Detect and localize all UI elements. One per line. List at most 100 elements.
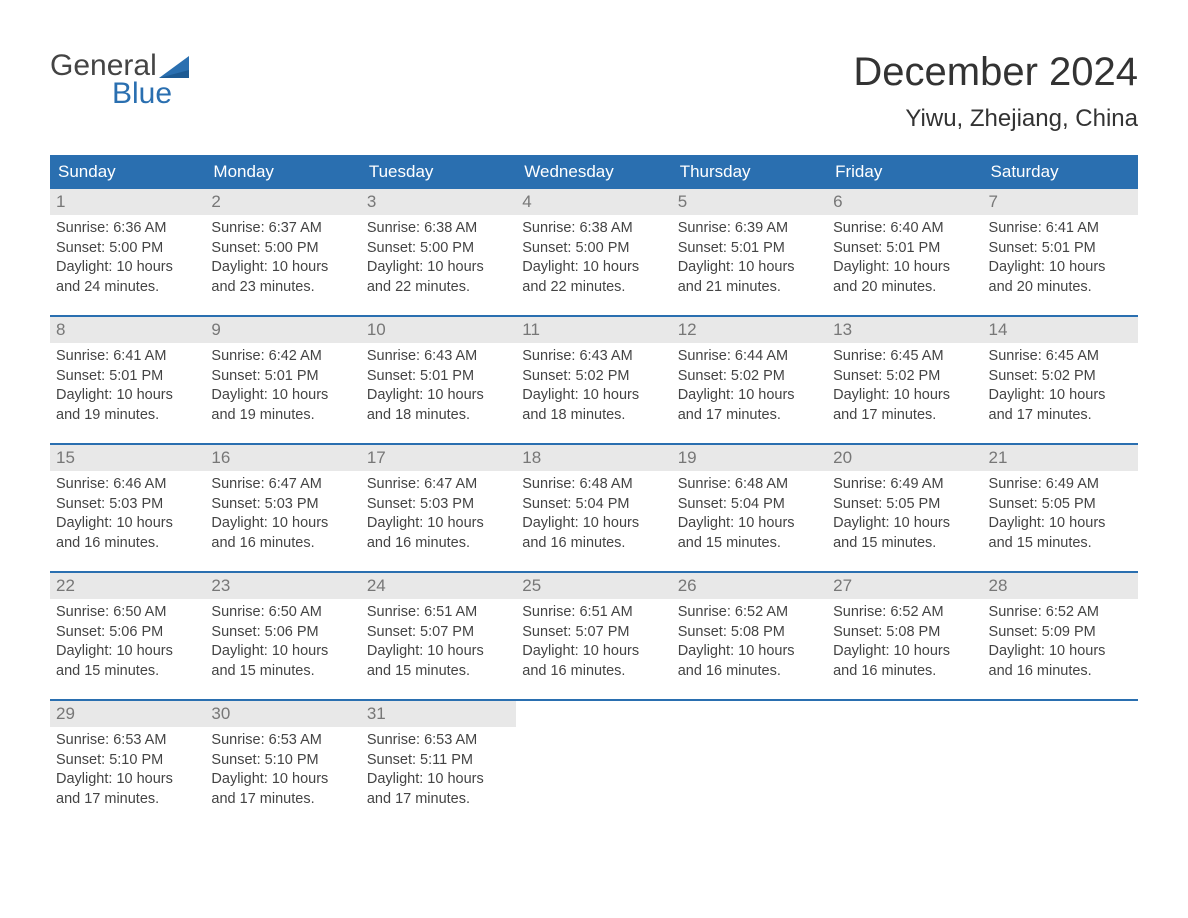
day-body: Sunrise: 6:49 AMSunset: 5:05 PMDaylight:… xyxy=(827,471,982,553)
day-body: Sunrise: 6:51 AMSunset: 5:07 PMDaylight:… xyxy=(516,599,671,681)
week-row: 29Sunrise: 6:53 AMSunset: 5:10 PMDayligh… xyxy=(50,699,1138,827)
day-number: 26 xyxy=(672,573,827,599)
day-body: Sunrise: 6:52 AMSunset: 5:08 PMDaylight:… xyxy=(672,599,827,681)
sunset-line: Sunset: 5:10 PM xyxy=(211,751,354,771)
sunset-line: Sunset: 5:03 PM xyxy=(367,495,510,515)
sunrise-line: Sunrise: 6:36 AM xyxy=(56,219,199,239)
sunset-line: Sunset: 5:00 PM xyxy=(367,239,510,259)
day-number: 10 xyxy=(361,317,516,343)
day-number: 1 xyxy=(50,189,205,215)
day-number: 30 xyxy=(205,701,360,727)
sunset-line: Sunset: 5:08 PM xyxy=(833,623,976,643)
day-cell: 10Sunrise: 6:43 AMSunset: 5:01 PMDayligh… xyxy=(361,317,516,443)
day-cell: 3Sunrise: 6:38 AMSunset: 5:00 PMDaylight… xyxy=(361,189,516,315)
sunset-line: Sunset: 5:00 PM xyxy=(56,239,199,259)
sunrise-line: Sunrise: 6:52 AM xyxy=(989,603,1132,623)
sunrise-line: Sunrise: 6:45 AM xyxy=(833,347,976,367)
sunset-line: Sunset: 5:00 PM xyxy=(522,239,665,259)
daylight-line: Daylight: 10 hours and 16 minutes. xyxy=(367,514,510,553)
daylight-line: Daylight: 10 hours and 20 minutes. xyxy=(833,258,976,297)
title-block: December 2024 Yiwu, Zhejiang, China xyxy=(853,50,1138,133)
weekday-header: Monday xyxy=(205,155,360,189)
day-number: 22 xyxy=(50,573,205,599)
sunset-line: Sunset: 5:03 PM xyxy=(211,495,354,515)
day-body: Sunrise: 6:46 AMSunset: 5:03 PMDaylight:… xyxy=(50,471,205,553)
sunrise-line: Sunrise: 6:37 AM xyxy=(211,219,354,239)
day-body: Sunrise: 6:47 AMSunset: 5:03 PMDaylight:… xyxy=(361,471,516,553)
calendar: SundayMondayTuesdayWednesdayThursdayFrid… xyxy=(50,155,1138,827)
sunset-line: Sunset: 5:06 PM xyxy=(211,623,354,643)
day-body: Sunrise: 6:38 AMSunset: 5:00 PMDaylight:… xyxy=(361,215,516,297)
sunrise-line: Sunrise: 6:48 AM xyxy=(678,475,821,495)
day-number: 28 xyxy=(983,573,1138,599)
day-number: 8 xyxy=(50,317,205,343)
sunset-line: Sunset: 5:03 PM xyxy=(56,495,199,515)
sunrise-line: Sunrise: 6:47 AM xyxy=(367,475,510,495)
sunrise-line: Sunrise: 6:41 AM xyxy=(989,219,1132,239)
sunset-line: Sunset: 5:07 PM xyxy=(522,623,665,643)
day-cell: 26Sunrise: 6:52 AMSunset: 5:08 PMDayligh… xyxy=(672,573,827,699)
month-title: December 2024 xyxy=(853,50,1138,95)
week-row: 15Sunrise: 6:46 AMSunset: 5:03 PMDayligh… xyxy=(50,443,1138,571)
daylight-line: Daylight: 10 hours and 19 minutes. xyxy=(56,386,199,425)
daylight-line: Daylight: 10 hours and 23 minutes. xyxy=(211,258,354,297)
sunrise-line: Sunrise: 6:53 AM xyxy=(211,731,354,751)
day-number: 5 xyxy=(672,189,827,215)
day-cell: 9Sunrise: 6:42 AMSunset: 5:01 PMDaylight… xyxy=(205,317,360,443)
sunrise-line: Sunrise: 6:42 AM xyxy=(211,347,354,367)
weekday-header: Saturday xyxy=(983,155,1138,189)
day-number: 9 xyxy=(205,317,360,343)
day-cell: 1Sunrise: 6:36 AMSunset: 5:00 PMDaylight… xyxy=(50,189,205,315)
weekday-header-row: SundayMondayTuesdayWednesdayThursdayFrid… xyxy=(50,155,1138,189)
daylight-line: Daylight: 10 hours and 16 minutes. xyxy=(833,642,976,681)
day-cell: 21Sunrise: 6:49 AMSunset: 5:05 PMDayligh… xyxy=(983,445,1138,571)
sunrise-line: Sunrise: 6:44 AM xyxy=(678,347,821,367)
weekday-header: Wednesday xyxy=(516,155,671,189)
sunrise-line: Sunrise: 6:49 AM xyxy=(989,475,1132,495)
daylight-line: Daylight: 10 hours and 17 minutes. xyxy=(678,386,821,425)
day-body: Sunrise: 6:41 AMSunset: 5:01 PMDaylight:… xyxy=(983,215,1138,297)
sunset-line: Sunset: 5:00 PM xyxy=(211,239,354,259)
day-cell: 11Sunrise: 6:43 AMSunset: 5:02 PMDayligh… xyxy=(516,317,671,443)
daylight-line: Daylight: 10 hours and 15 minutes. xyxy=(833,514,976,553)
weekday-header: Thursday xyxy=(672,155,827,189)
day-body: Sunrise: 6:45 AMSunset: 5:02 PMDaylight:… xyxy=(827,343,982,425)
daylight-line: Daylight: 10 hours and 20 minutes. xyxy=(989,258,1132,297)
day-number: 29 xyxy=(50,701,205,727)
sunrise-line: Sunrise: 6:50 AM xyxy=(211,603,354,623)
sunset-line: Sunset: 5:05 PM xyxy=(989,495,1132,515)
day-number: 20 xyxy=(827,445,982,471)
day-body: Sunrise: 6:50 AMSunset: 5:06 PMDaylight:… xyxy=(205,599,360,681)
day-number: 15 xyxy=(50,445,205,471)
sunset-line: Sunset: 5:01 PM xyxy=(367,367,510,387)
weekday-header: Friday xyxy=(827,155,982,189)
day-number: 17 xyxy=(361,445,516,471)
daylight-line: Daylight: 10 hours and 16 minutes. xyxy=(522,642,665,681)
weekday-header: Sunday xyxy=(50,155,205,189)
sunrise-line: Sunrise: 6:38 AM xyxy=(522,219,665,239)
sunrise-line: Sunrise: 6:53 AM xyxy=(56,731,199,751)
day-cell: 18Sunrise: 6:48 AMSunset: 5:04 PMDayligh… xyxy=(516,445,671,571)
sunset-line: Sunset: 5:01 PM xyxy=(211,367,354,387)
day-number: 19 xyxy=(672,445,827,471)
day-cell: 8Sunrise: 6:41 AMSunset: 5:01 PMDaylight… xyxy=(50,317,205,443)
sunset-line: Sunset: 5:04 PM xyxy=(522,495,665,515)
day-body: Sunrise: 6:47 AMSunset: 5:03 PMDaylight:… xyxy=(205,471,360,553)
flag-icon xyxy=(159,56,189,78)
sunrise-line: Sunrise: 6:53 AM xyxy=(367,731,510,751)
day-body: Sunrise: 6:49 AMSunset: 5:05 PMDaylight:… xyxy=(983,471,1138,553)
day-number: 4 xyxy=(516,189,671,215)
sunset-line: Sunset: 5:01 PM xyxy=(989,239,1132,259)
sunrise-line: Sunrise: 6:51 AM xyxy=(522,603,665,623)
day-number: 6 xyxy=(827,189,982,215)
sunrise-line: Sunrise: 6:46 AM xyxy=(56,475,199,495)
week-row: 22Sunrise: 6:50 AMSunset: 5:06 PMDayligh… xyxy=(50,571,1138,699)
sunrise-line: Sunrise: 6:47 AM xyxy=(211,475,354,495)
day-number: 25 xyxy=(516,573,671,599)
day-cell: 7Sunrise: 6:41 AMSunset: 5:01 PMDaylight… xyxy=(983,189,1138,315)
daylight-line: Daylight: 10 hours and 16 minutes. xyxy=(56,514,199,553)
day-body: Sunrise: 6:48 AMSunset: 5:04 PMDaylight:… xyxy=(672,471,827,553)
sunset-line: Sunset: 5:10 PM xyxy=(56,751,199,771)
day-cell: 17Sunrise: 6:47 AMSunset: 5:03 PMDayligh… xyxy=(361,445,516,571)
day-body: Sunrise: 6:40 AMSunset: 5:01 PMDaylight:… xyxy=(827,215,982,297)
